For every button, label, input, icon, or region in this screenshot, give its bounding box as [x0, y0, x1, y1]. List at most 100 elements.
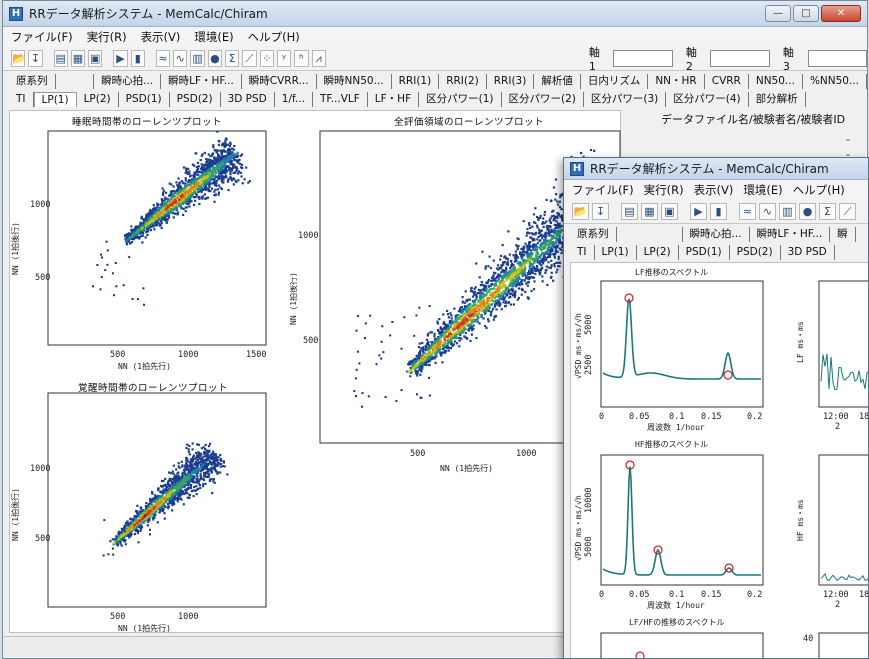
- scatter-point: [537, 218, 540, 221]
- scatter-point: [494, 272, 497, 275]
- tab-rri3[interactable]: RRI(3): [487, 74, 535, 89]
- print-preview-icon[interactable]: ▦: [70, 50, 86, 67]
- scatter-point: [530, 263, 533, 266]
- menu-file[interactable]: ファイル(F): [11, 30, 73, 44]
- globe-icon[interactable]: ●: [207, 50, 223, 67]
- maximize-button[interactable]: □: [793, 5, 819, 22]
- tab-lp1[interactable]: LP(1): [33, 92, 77, 107]
- tab-instant-nn50[interactable]: 瞬時NN50...: [317, 74, 392, 89]
- scatter-point: [544, 271, 547, 274]
- scatter-point: [446, 330, 449, 333]
- scatter-point: [484, 285, 488, 288]
- scatter-point: [151, 492, 154, 495]
- scatter-point: [187, 486, 190, 490]
- scatter-point: [465, 305, 469, 308]
- menu-view[interactable]: 表示(V): [140, 30, 181, 44]
- tab-band-power-1[interactable]: 区分パワー(1): [419, 92, 502, 107]
- tab-psd1[interactable]: PSD(1): [119, 92, 170, 107]
- tab-cvrr[interactable]: CVRR: [705, 74, 749, 89]
- export-icon[interactable]: ▣: [88, 50, 103, 67]
- save-icon[interactable]: ↧: [28, 50, 43, 67]
- scatter-point: [128, 242, 131, 245]
- scatter-point: [198, 484, 201, 487]
- scatter-point: [161, 213, 164, 216]
- scatter-point: [486, 282, 489, 285]
- tab-pnn50[interactable]: %NN50...: [803, 74, 867, 89]
- tab-rri2[interactable]: RRI(2): [439, 74, 487, 89]
- axis1-field[interactable]: [613, 50, 673, 67]
- tab-nn-hr[interactable]: NN・HR: [648, 74, 705, 89]
- open-icon[interactable]: 📂: [11, 50, 26, 67]
- scatter-point: [167, 488, 171, 491]
- play-icon[interactable]: ▶: [113, 50, 128, 67]
- tab-raw[interactable]: 原系列: [9, 74, 56, 89]
- tab-tf-vlf[interactable]: TF...VLF: [313, 92, 368, 107]
- scatter-point: [162, 191, 165, 195]
- menu-environment[interactable]: 環境(E): [194, 30, 234, 44]
- tab-instant-cvrr[interactable]: 瞬時CVRR...: [242, 74, 317, 89]
- scatter-point: [184, 210, 187, 213]
- scatter-point: [172, 195, 175, 198]
- waveform-icon[interactable]: ≈: [155, 50, 171, 67]
- scatter-point: [538, 260, 541, 263]
- scatter-point: [156, 521, 159, 524]
- scatter-point: [467, 327, 470, 330]
- scatter-point: [154, 224, 157, 227]
- tab-band-power-3[interactable]: 区分パワー(3): [584, 92, 667, 107]
- title-bar[interactable]: H RRデータ解析システム - MemCalc/Chiram — □ ✕: [3, 1, 867, 27]
- tab-psd2[interactable]: PSD(2): [170, 92, 221, 107]
- tab-ti[interactable]: TI: [9, 92, 34, 107]
- sd-icon[interactable]: Σ: [225, 50, 240, 67]
- scatter-point: [198, 202, 201, 206]
- scatter-point: [162, 508, 165, 511]
- scatter-point: [412, 359, 416, 362]
- scatter-point: [552, 186, 556, 189]
- spectrum-icon[interactable]: ⩘: [311, 50, 326, 67]
- close-button[interactable]: ✕: [821, 5, 861, 22]
- scatter-point: [157, 203, 160, 206]
- scatter-point: [438, 331, 441, 334]
- scatter-point: [138, 236, 141, 239]
- scatter-point: [196, 468, 199, 471]
- tab-nn50[interactable]: NN50...: [749, 74, 803, 89]
- scatter-point: [531, 225, 534, 228]
- scatter-point: [541, 252, 544, 255]
- scatter-point: [187, 203, 190, 206]
- awake-xtick-500: 500: [110, 612, 125, 622]
- scatter-point: [464, 336, 467, 339]
- tab-rri1[interactable]: RRI(1): [392, 74, 440, 89]
- tab-lf-hf[interactable]: LF・HF: [368, 92, 420, 107]
- tab-circadian[interactable]: 日内リズム: [581, 74, 649, 89]
- scatter-icon[interactable]: ⁘: [259, 50, 274, 67]
- axis2-field[interactable]: [710, 50, 770, 67]
- axis3-field[interactable]: [807, 50, 867, 67]
- stop-icon[interactable]: ▮: [130, 50, 145, 67]
- tab-instant-lfhf[interactable]: 瞬時LF・HF...: [161, 74, 242, 89]
- tab-lp2[interactable]: LP(2): [77, 92, 119, 107]
- scatter-point: [229, 161, 232, 164]
- lh-icon[interactable]: ʰ: [294, 50, 309, 67]
- scatter-point: [230, 179, 233, 182]
- scatter-point: [529, 257, 532, 260]
- scatter-point: [535, 254, 538, 257]
- tab-instant-hr[interactable]: 瞬時心拍...: [94, 74, 162, 89]
- menu-help[interactable]: ヘルプ(H): [247, 30, 300, 44]
- trend-icon[interactable]: ⟋: [242, 50, 257, 67]
- tab-band-power-4[interactable]: 区分パワー(4): [666, 92, 749, 107]
- scatter-point: [208, 478, 211, 481]
- tab-3dpsd[interactable]: 3D PSD: [221, 92, 275, 107]
- tab-partial-analysis[interactable]: 部分解析: [749, 92, 806, 107]
- scatter-point: [505, 257, 508, 260]
- minimize-button[interactable]: —: [765, 5, 791, 22]
- wave-icon[interactable]: ∿: [173, 50, 188, 67]
- tab-analysis[interactable]: 解析値: [534, 74, 581, 89]
- scatter-point: [144, 216, 147, 220]
- chart-icon[interactable]: ▥: [190, 50, 205, 67]
- menu-run[interactable]: 実行(R): [86, 30, 127, 44]
- tab-1f[interactable]: 1/f...: [275, 92, 313, 107]
- print-icon[interactable]: ▤: [53, 50, 68, 67]
- tf-icon[interactable]: ʸ: [276, 50, 292, 67]
- tab-band-power-2[interactable]: 区分パワー(2): [502, 92, 584, 107]
- scatter-point: [458, 339, 461, 342]
- tab-blank[interactable]: [56, 74, 95, 89]
